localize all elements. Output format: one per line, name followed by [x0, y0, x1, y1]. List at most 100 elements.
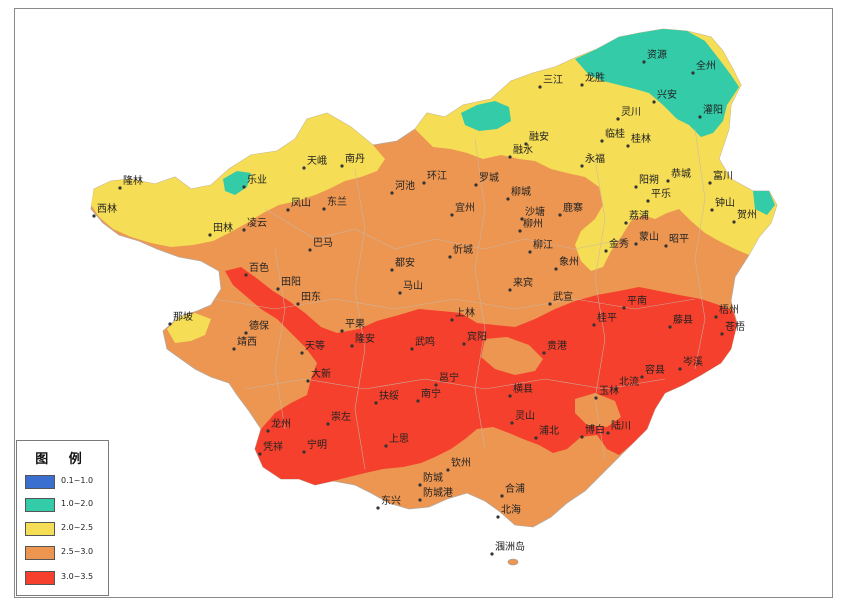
city-label: 永福: [585, 152, 605, 165]
city-marker: 钦州: [446, 457, 471, 472]
city-marker: 桂林: [626, 132, 651, 148]
city-dot: [446, 468, 450, 472]
city-marker: 宾阳: [462, 330, 487, 346]
zone-3-3.5-south: [225, 267, 737, 485]
county-boundaries: [214, 128, 706, 470]
city-marker: 天峨: [302, 155, 327, 170]
city-dot: [276, 287, 280, 291]
city-marker: 柳江: [528, 238, 553, 254]
city-marker: 北海: [496, 503, 521, 519]
city-dot: [350, 344, 354, 348]
city-marker: 南丹: [340, 152, 365, 168]
legend-swatch: [25, 546, 55, 560]
city-label: 博白: [585, 423, 605, 436]
city-marker: 宜州: [450, 201, 475, 217]
city-marker: 三江: [538, 74, 563, 89]
city-marker: 河池: [390, 179, 415, 195]
city-dot: [340, 329, 344, 333]
city-label: 德保: [249, 319, 269, 332]
city-label: 富川: [713, 169, 733, 182]
city-dot: [720, 332, 724, 336]
city-dot: [646, 199, 650, 203]
city-dot: [580, 83, 584, 87]
city-marker: 岑溪: [678, 356, 703, 371]
city-marker: 钟山: [710, 196, 735, 212]
city-marker: 临桂: [600, 127, 625, 143]
city-marker: 上思: [384, 433, 409, 448]
city-label: 百色: [249, 261, 269, 274]
city-dot: [208, 233, 212, 237]
city-marker: 龙胜: [580, 71, 605, 87]
city-dot: [496, 515, 500, 519]
city-marker: 靖西: [232, 335, 257, 351]
city-label: 浦北: [539, 424, 559, 437]
city-label: 平南: [627, 294, 647, 307]
city-label: 靖西: [237, 335, 257, 348]
city-dot: [242, 228, 246, 232]
city-label: 西林: [97, 202, 117, 215]
legend-swatch: [25, 571, 55, 585]
city-label: 武鸣: [415, 335, 435, 348]
city-dot: [398, 291, 402, 295]
city-marker: 陆川: [606, 419, 631, 435]
city-dot: [296, 302, 300, 306]
city-dot: [626, 144, 630, 148]
city-dot: [698, 115, 702, 119]
city-label: 天峨: [307, 155, 327, 167]
city-dot: [616, 117, 620, 121]
city-dot: [508, 155, 512, 159]
city-label: 天等: [305, 339, 325, 352]
city-marker: 永福: [580, 152, 605, 168]
city-label: 金秀: [609, 237, 629, 250]
city-marker: 凤山: [286, 197, 311, 212]
city-marker: 恭城: [666, 168, 691, 183]
zone-2-2.5-west-patch: [167, 313, 211, 343]
city-marker: 德保: [244, 319, 269, 335]
city-dot: [306, 379, 310, 383]
city-label: 沙塘: [525, 205, 545, 218]
city-label: 临桂: [605, 127, 625, 140]
city-label: 兴安: [657, 88, 677, 101]
city-marker: 昭平: [664, 233, 689, 248]
city-dot: [508, 288, 512, 292]
city-marker: 防城: [418, 471, 443, 487]
city-marker: 那坡: [168, 310, 193, 326]
city-dot: [732, 220, 736, 224]
city-label: 融安: [529, 130, 549, 143]
legend-swatch: [25, 498, 55, 512]
city-label: 苍梧: [725, 320, 745, 333]
city-dot: [524, 142, 528, 146]
city-dot: [390, 191, 394, 195]
zone-1-2-east-patch: [753, 191, 775, 215]
city-marker: 龙州: [266, 417, 291, 433]
city-label: 蒙山: [639, 230, 659, 243]
city-label: 隆安: [355, 332, 375, 345]
city-label: 凤山: [291, 197, 311, 209]
zone-2.5-3-inset-liuwan: [575, 393, 621, 427]
city-label: 都安: [395, 256, 415, 269]
city-label: 柳江: [533, 238, 553, 251]
city-marker: 蒙山: [634, 230, 659, 246]
city-dot: [668, 325, 672, 329]
city-dot: [600, 139, 604, 143]
city-dot: [374, 401, 378, 405]
legend-label: 1.0~2.0: [61, 499, 94, 508]
city-label: 全州: [696, 59, 716, 72]
city-dot: [520, 217, 524, 221]
city-label: 龙胜: [585, 71, 605, 84]
city-marker: 天等: [300, 339, 325, 355]
city-marker: 都安: [390, 256, 415, 272]
city-marker: 大新: [306, 367, 331, 383]
city-label: 贺州: [737, 209, 757, 221]
city-label: 东兴: [381, 494, 401, 507]
city-label: 宜州: [455, 201, 475, 214]
city-dot: [302, 166, 306, 170]
city-marker: 隆安: [350, 332, 375, 348]
city-label: 容县: [645, 363, 665, 376]
city-dot: [678, 367, 682, 371]
city-dot: [548, 302, 552, 306]
city-label: 三江: [543, 74, 563, 86]
city-marker: 融水: [508, 144, 533, 159]
city-dot: [490, 552, 494, 556]
legend-item-4: 2.5~3.0: [25, 546, 109, 562]
